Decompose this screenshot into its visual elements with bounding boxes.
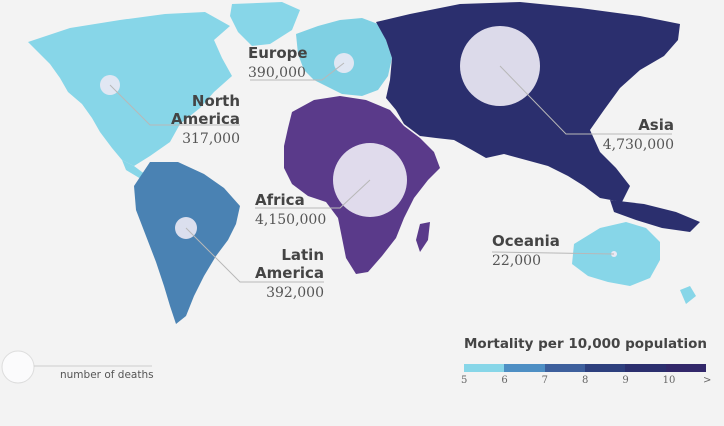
europe-name: Europe bbox=[248, 44, 308, 62]
north-america-label: North America 317,000 bbox=[162, 92, 240, 148]
legend-color-segment bbox=[504, 364, 545, 372]
legend-color-segment bbox=[625, 364, 666, 372]
europe-deaths-value: 390,000 bbox=[248, 65, 306, 81]
legend-tick-label: 8 bbox=[582, 375, 589, 386]
legend-tick-label: 5 bbox=[461, 375, 468, 386]
north-america-leader-line bbox=[109, 84, 240, 126]
legend-tick-label: 10 bbox=[662, 375, 676, 386]
oceania-label: Oceania 22,000 bbox=[492, 232, 560, 270]
oceania-leader-line bbox=[491, 251, 615, 255]
legend-color-segment bbox=[544, 364, 585, 372]
new-zealand-shape[interactable] bbox=[680, 286, 696, 304]
asia-label: Asia 4,730,000 bbox=[580, 116, 674, 154]
oceania-name: Oceania bbox=[492, 232, 560, 250]
legend-title: Mortality per 10,000 population bbox=[464, 336, 708, 352]
africa-leader-line bbox=[255, 179, 371, 209]
north-america-deaths-value: 317,000 bbox=[182, 131, 240, 147]
legend-color-scale bbox=[464, 364, 706, 372]
legend-tick-label: 6 bbox=[501, 375, 508, 386]
size-key-label: number of deaths bbox=[60, 369, 154, 381]
legend-tick-label: 9 bbox=[622, 375, 629, 386]
africa-deaths-value: 4,150,000 bbox=[255, 212, 327, 228]
legend-tick-label: 7 bbox=[541, 375, 549, 386]
europe-leader-line bbox=[250, 62, 345, 81]
africa-name: Africa bbox=[255, 191, 305, 209]
north-america-name-line-2: America bbox=[171, 110, 240, 128]
asia-name: Asia bbox=[638, 116, 674, 134]
asia-shape[interactable] bbox=[376, 2, 680, 202]
africa-label: Africa 4,150,000 bbox=[255, 191, 326, 229]
europe-label: Europe 390,000 bbox=[248, 44, 308, 82]
legend-tick-label: > bbox=[703, 375, 712, 386]
asia-deaths-value: 4,730,000 bbox=[602, 137, 674, 153]
legend-color-segment bbox=[665, 364, 706, 372]
south-america-shape[interactable] bbox=[134, 162, 240, 324]
asia-leader-line bbox=[499, 65, 672, 135]
north-america-shape[interactable] bbox=[28, 12, 232, 166]
latin-america-deaths-value: 392,000 bbox=[266, 285, 324, 301]
size-key-circle bbox=[1, 350, 35, 384]
latin-america-leader-line bbox=[185, 227, 324, 283]
latin-america-name-line-2: America bbox=[255, 264, 324, 282]
leader-lines bbox=[109, 62, 672, 283]
legend-color-segment bbox=[464, 364, 505, 372]
oceania-deaths-value: 22,000 bbox=[492, 253, 541, 269]
greenland-shape[interactable] bbox=[230, 2, 300, 46]
legend-color-segment bbox=[584, 364, 626, 372]
north-america-name-line-1: North bbox=[191, 92, 240, 110]
indonesia-shape[interactable] bbox=[610, 200, 700, 232]
latin-america-label: Latin America 392,000 bbox=[244, 246, 324, 302]
legend-ticks: 5 6 7 8 9 10 > bbox=[460, 375, 712, 387]
latin-america-name-line-1: Latin bbox=[281, 246, 324, 264]
madagascar-shape[interactable] bbox=[416, 222, 430, 252]
